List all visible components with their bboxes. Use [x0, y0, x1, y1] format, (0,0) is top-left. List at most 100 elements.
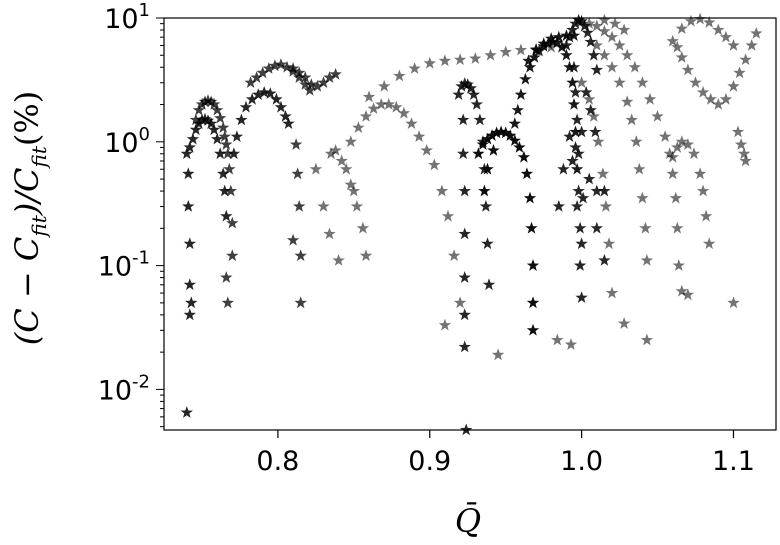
data-point [592, 135, 605, 148]
data-point [309, 162, 323, 175]
data-point [469, 52, 482, 64]
data-point [569, 86, 582, 98]
series-5 [452, 77, 496, 436]
data-point [514, 43, 528, 56]
data-point [286, 233, 300, 246]
data-point [703, 237, 716, 250]
data-point [598, 13, 611, 26]
data-point [675, 51, 688, 63]
data-point [573, 259, 587, 271]
data-point [651, 110, 664, 122]
data-point [712, 23, 725, 36]
data-point [511, 103, 524, 116]
data-point [435, 184, 449, 197]
data-point [479, 200, 493, 212]
data-point [183, 237, 196, 250]
data-point [727, 296, 740, 309]
data-point [323, 227, 336, 240]
data-point [332, 254, 345, 266]
data-point [727, 79, 740, 92]
data-point [356, 221, 370, 234]
data-point [617, 23, 631, 36]
data-point [220, 271, 233, 283]
data-points [180, 12, 763, 436]
data-point [573, 221, 587, 234]
data-point [185, 296, 198, 309]
data-point [428, 158, 441, 171]
data-point [397, 106, 411, 119]
data-point [470, 98, 483, 110]
data-point [183, 308, 196, 321]
data-point [552, 200, 565, 212]
data-point [687, 147, 701, 160]
data-point [630, 135, 643, 148]
data-point [617, 317, 631, 329]
data-point [605, 286, 619, 299]
x-axis: 0.8 0.9 1.0 1.1 [256, 430, 755, 477]
data-point [438, 54, 452, 67]
data-point [621, 48, 634, 61]
y-tick-label: 10-2 [98, 371, 150, 406]
data-point [605, 30, 619, 43]
data-point [180, 406, 193, 418]
data-point [580, 86, 593, 98]
data-point [221, 296, 234, 309]
data-point [719, 30, 733, 43]
data-point [523, 191, 537, 204]
data-point [684, 14, 698, 27]
x-tick-label: 0.8 [256, 446, 299, 477]
data-point [636, 76, 649, 88]
data-point [508, 117, 521, 129]
data-point [472, 147, 485, 160]
data-point [438, 318, 452, 331]
data-point [182, 200, 195, 212]
data-point [643, 92, 657, 105]
data-point [458, 184, 471, 197]
y-axis-label: (C − Cfit)/Cfit(%) [8, 91, 51, 346]
data-point [340, 162, 353, 175]
data-point [235, 113, 248, 126]
data-point [733, 66, 746, 79]
data-point [590, 63, 603, 76]
data-point [639, 221, 652, 234]
data-point [564, 338, 578, 350]
data-point [230, 130, 244, 142]
data-point [734, 138, 748, 150]
data-point [633, 162, 646, 175]
y-tick-label: 10-1 [98, 248, 150, 283]
data-point [279, 110, 292, 122]
data-point [499, 45, 512, 58]
data-point [745, 39, 758, 51]
data-point [605, 60, 619, 73]
data-point [491, 348, 505, 361]
data-point [487, 144, 500, 156]
data-point [478, 184, 491, 197]
data-point [482, 278, 496, 291]
data-point [344, 178, 357, 190]
data-point [696, 184, 710, 197]
data-point [420, 144, 433, 156]
data-point [458, 227, 471, 240]
data-point [378, 79, 391, 92]
data-point [517, 150, 531, 163]
data-point [598, 24, 611, 37]
data-point [693, 167, 707, 180]
data-point [636, 191, 649, 204]
data-point [291, 167, 304, 180]
data-point [352, 121, 365, 133]
data-point [589, 125, 602, 138]
data-point [737, 147, 751, 160]
data-point [264, 87, 277, 99]
data-point [689, 76, 702, 88]
data-point [473, 113, 487, 126]
data-point [575, 76, 588, 88]
data-point [666, 167, 679, 180]
data-point [640, 254, 654, 266]
x-tick-label: 0.9 [408, 446, 451, 477]
x-tick-label: 1.1 [712, 446, 755, 477]
data-point [696, 86, 710, 98]
series-2 [227, 86, 295, 160]
series-4 [309, 40, 558, 331]
data-point [621, 95, 634, 108]
data-point [739, 53, 752, 66]
